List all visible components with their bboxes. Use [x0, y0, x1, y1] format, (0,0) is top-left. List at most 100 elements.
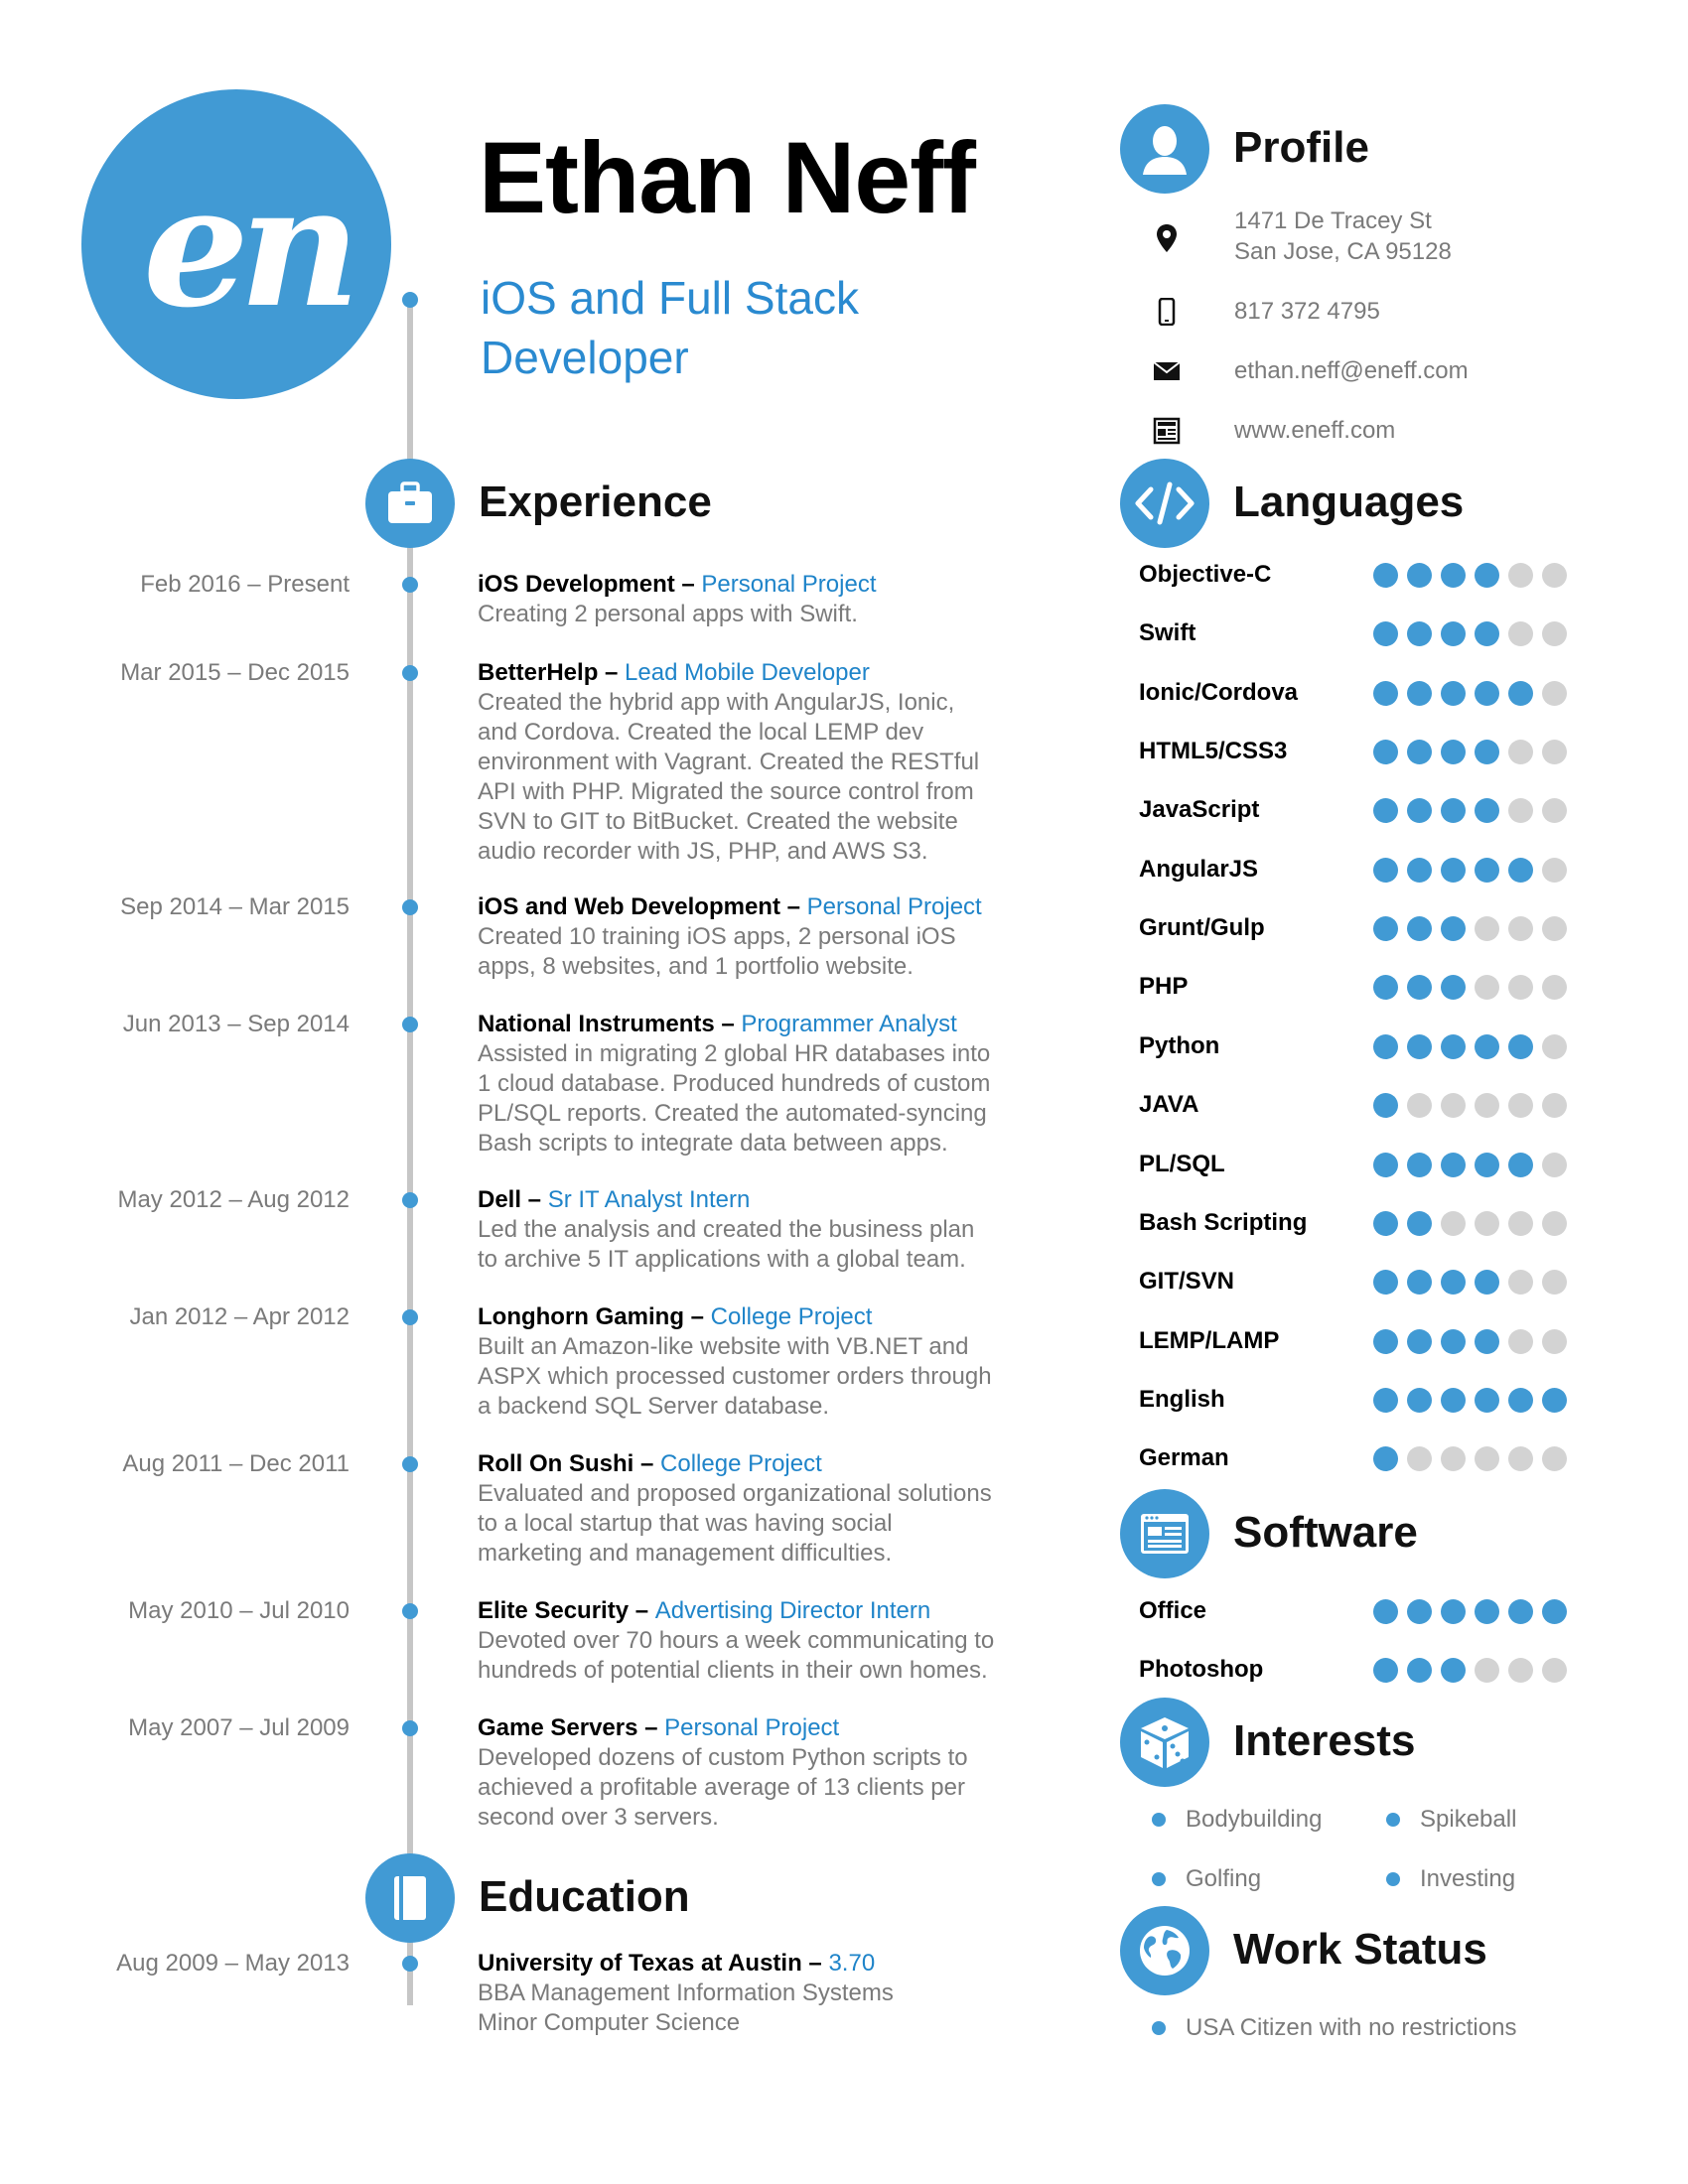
rating-dot-filled	[1373, 1152, 1398, 1177]
entry-description-line: environment with Vagrant. Created the RE…	[478, 749, 980, 775]
entry-heading: National Instruments – Programmer Analys…	[478, 1010, 1034, 1039]
rating-dot-filled	[1373, 798, 1398, 824]
rating-dot-filled	[1508, 1387, 1533, 1413]
bullet-dot	[1152, 1872, 1166, 1886]
timeline-dot	[402, 1603, 418, 1619]
entry-description-line: ASPX which processed customer orders thr…	[478, 1363, 992, 1390]
entry-date: Sep 2014 – Mar 2015	[120, 893, 350, 920]
newspaper-icon	[1152, 416, 1182, 446]
entry-organization: Longhorn Gaming	[478, 1303, 684, 1330]
skill-rating	[1373, 740, 1567, 765]
entry-description-line: Bash scripts to integrate data between a…	[478, 1130, 948, 1157]
rating-dot-filled	[1475, 740, 1499, 765]
rating-dot-empty	[1542, 975, 1567, 1001]
skill-row: Python	[1139, 1031, 1586, 1061]
rating-dot-empty	[1542, 1093, 1567, 1119]
bullet-dot	[1386, 1872, 1400, 1886]
entry-description-line: to archive 5 IT applications with a glob…	[478, 1246, 966, 1273]
rating-dot-empty	[1542, 1210, 1567, 1236]
rating-dot-filled	[1373, 916, 1398, 942]
rating-dot-filled	[1441, 857, 1466, 883]
entry-date: Jan 2012 – Apr 2012	[129, 1303, 350, 1330]
skill-row: English	[1139, 1385, 1586, 1415]
interest-item: Golfing	[1152, 1864, 1261, 1894]
timeline-entry: BetterHelp – Lead Mobile Developer Create…	[478, 658, 1034, 867]
entry-description-line: Devoted over 70 hours a week communicati…	[478, 1627, 995, 1654]
rating-dot-filled	[1373, 1328, 1398, 1354]
skill-row: Grunt/Gulp	[1139, 913, 1586, 943]
entry-date: May 2007 – Jul 2009	[128, 1714, 350, 1741]
rating-dot-empty	[1407, 1446, 1432, 1472]
skill-row: PL/SQL	[1139, 1150, 1586, 1179]
entry-organization: University of Texas at Austin	[478, 1950, 802, 1977]
rating-dot-empty	[1475, 1446, 1499, 1472]
entry-separator: –	[779, 893, 807, 920]
entry-separator: –	[674, 571, 702, 598]
skill-rating	[1373, 975, 1567, 1001]
entry-description-line: PL/SQL reports. Created the automated-sy…	[478, 1100, 987, 1127]
rating-dot-empty	[1542, 857, 1567, 883]
skill-row: Bash Scripting	[1139, 1208, 1586, 1238]
location-pin-icon	[1152, 223, 1182, 253]
rating-dot-filled	[1508, 857, 1533, 883]
rating-dot-filled	[1407, 975, 1432, 1001]
education-title: Education	[479, 1872, 690, 1921]
candidate-name: Ethan Neff	[479, 121, 976, 234]
code-icon	[1120, 459, 1209, 548]
skill-row: HTML5/CSS3	[1139, 737, 1586, 766]
rating-dot-filled	[1407, 798, 1432, 824]
skill-name: Photoshop	[1139, 1656, 1264, 1683]
rating-dot-filled	[1475, 1152, 1499, 1177]
timeline-dot	[402, 1017, 418, 1032]
person-icon	[1120, 104, 1209, 194]
rating-dot-filled	[1407, 1387, 1432, 1413]
website-url: www.eneff.com	[1234, 417, 1396, 444]
rating-dot-empty	[1508, 1093, 1533, 1119]
rating-dot-filled	[1373, 1387, 1398, 1413]
timeline-entry: Game Servers – Personal Project Developed…	[478, 1713, 1034, 1833]
entry-date: Aug 2009 – May 2013	[116, 1950, 350, 1977]
entry-description-line: Created the hybrid app with AngularJS, I…	[478, 689, 955, 716]
entry-heading: BetterHelp – Lead Mobile Developer	[478, 658, 1034, 688]
skill-rating	[1373, 1658, 1567, 1683]
interest-label: Bodybuilding	[1186, 1806, 1323, 1833]
rating-dot-empty	[1542, 740, 1567, 765]
skill-rating	[1373, 1328, 1567, 1354]
candidate-title-line1: iOS and Full Stack	[481, 272, 859, 324]
rating-dot-empty	[1441, 1093, 1466, 1119]
skill-name: English	[1139, 1385, 1225, 1413]
skill-rating	[1373, 1152, 1567, 1177]
work-status-item: USA Citizen with no restrictions	[1152, 2013, 1516, 2043]
entry-organization: National Instruments	[478, 1011, 715, 1037]
entry-role: Personal Project	[701, 571, 877, 598]
rating-dot-filled	[1508, 1152, 1533, 1177]
skill-row: Office	[1139, 1596, 1586, 1626]
profile-title: Profile	[1233, 123, 1369, 172]
skill-name: Objective-C	[1139, 561, 1272, 588]
skill-name: HTML5/CSS3	[1139, 738, 1288, 765]
skill-row: AngularJS	[1139, 855, 1586, 885]
skill-row: Ionic/Cordova	[1139, 678, 1586, 708]
rating-dot-empty	[1542, 1270, 1567, 1296]
entry-role: Lead Mobile Developer	[625, 659, 870, 686]
rating-dot-filled	[1441, 680, 1466, 706]
rating-dot-filled	[1441, 1270, 1466, 1296]
rating-dot-empty	[1508, 740, 1533, 765]
rating-dot-empty	[1441, 1210, 1466, 1236]
rating-dot-empty	[1508, 563, 1533, 588]
interest-item: Bodybuilding	[1152, 1805, 1322, 1835]
skill-name: AngularJS	[1139, 855, 1259, 883]
skill-rating	[1373, 1093, 1567, 1119]
timeline-dot	[402, 1720, 418, 1736]
skill-row: PHP	[1139, 972, 1586, 1002]
entry-description-line: Developed dozens of custom Python script…	[478, 1744, 968, 1771]
skill-rating	[1373, 857, 1567, 883]
skill-rating	[1373, 1210, 1567, 1236]
entry-description-line: Evaluated and proposed organizational so…	[478, 1480, 992, 1507]
rating-dot-empty	[1508, 916, 1533, 942]
timeline-entry: iOS and Web Development – Personal Proje…	[478, 892, 1034, 982]
monogram-logo: en	[81, 89, 391, 399]
rating-dot-empty	[1475, 1658, 1499, 1683]
entry-organization: iOS and Web Development	[478, 893, 780, 920]
skill-rating	[1373, 621, 1567, 647]
